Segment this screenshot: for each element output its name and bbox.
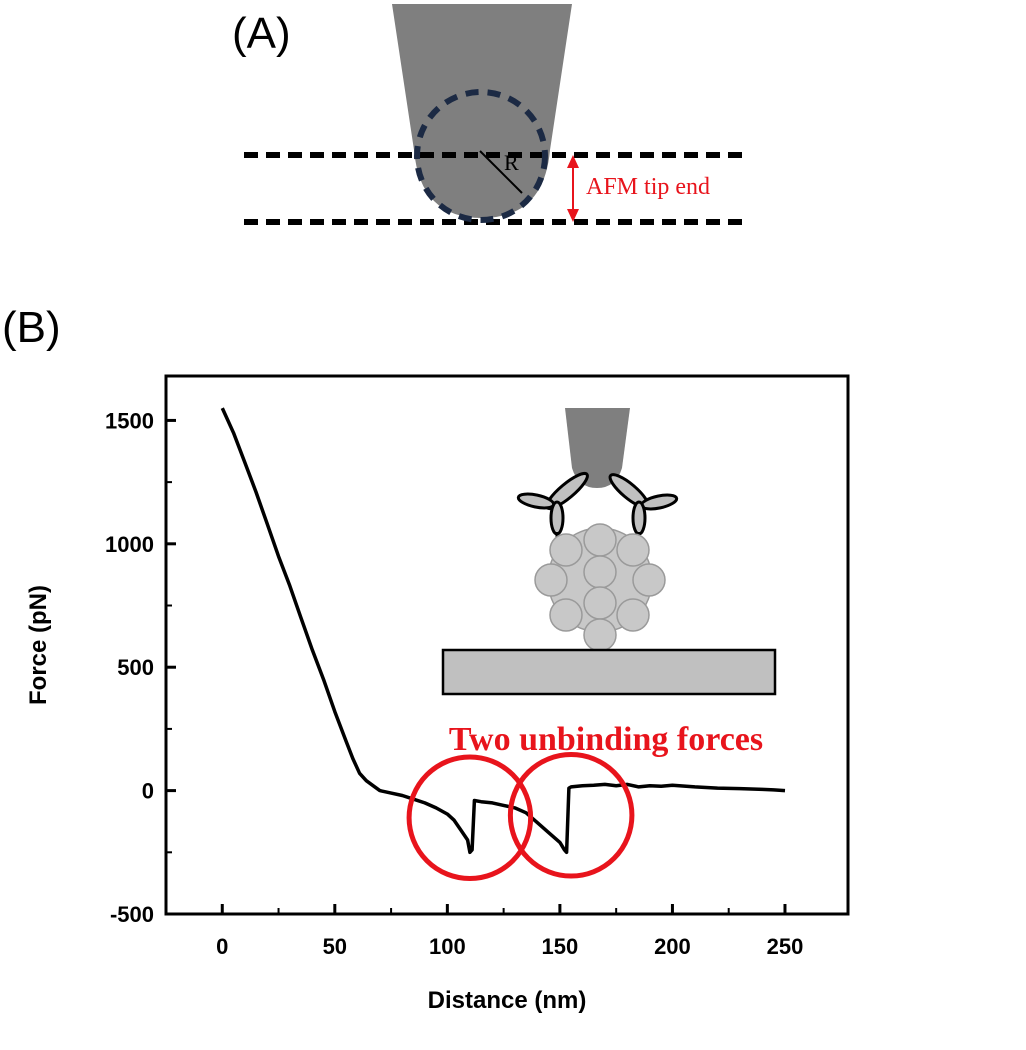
radius-line [479,150,523,194]
force-curve-line [220,407,786,855]
y-tick-label: -500 [110,902,154,927]
afm-tip-schematic: R AFM tip end [244,4,744,225]
tip-radius-circle [414,89,548,223]
x-tick-label: 50 [323,934,347,959]
x-axis: 0 50 100 150 200 250 [216,904,803,959]
x-axis-title: Distance (nm) [428,987,587,1014]
inset-afm-tip [565,408,630,488]
y-tick-label: 1500 [105,408,154,433]
unbinding-highlights [406,752,635,882]
panel-b-label: (B) [2,303,61,352]
radius-label: R [504,150,519,175]
unbinding-annotation: Two unbinding forces [449,721,763,758]
afm-tip-shape [392,4,572,218]
tip-end-arrow [567,155,579,222]
binding-inset [441,408,777,696]
x-tick-label: 0 [216,934,228,959]
y-axis-title: Force (pN) [25,585,52,705]
y-tick-label: 500 [117,655,154,680]
y-tick-label: 1000 [105,532,154,557]
unbinding-highlight-circle [507,752,635,879]
x-tick-label: 250 [767,934,804,959]
plot-frame [164,374,850,916]
nanoparticle-cluster [534,523,666,652]
panel-a-label: (A) [232,9,291,58]
x-tick-label: 200 [654,934,691,959]
y-tick-label: 0 [142,779,154,804]
y-axis: -500 0 500 1000 1500 [105,408,176,927]
x-tick-label: 150 [542,934,579,959]
tip-end-label: AFM tip end [586,174,710,200]
substrate [441,648,777,696]
unbinding-highlight-circle [406,754,534,882]
x-tick-label: 100 [429,934,466,959]
